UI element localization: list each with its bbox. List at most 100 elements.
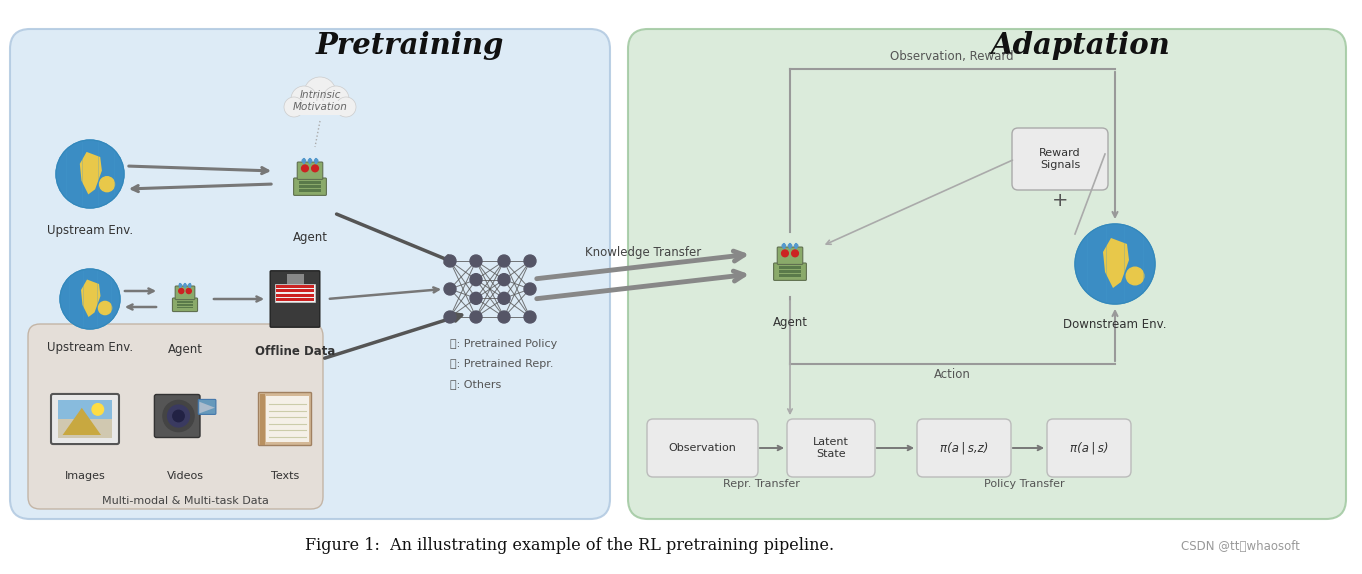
FancyBboxPatch shape <box>259 393 312 445</box>
FancyBboxPatch shape <box>173 298 197 312</box>
Text: Observation: Observation <box>669 443 737 453</box>
Circle shape <box>470 292 482 304</box>
Text: Knowledge Transfer: Knowledge Transfer <box>584 246 701 259</box>
Circle shape <box>794 244 798 247</box>
Text: Multi-modal & Multi-task Data: Multi-modal & Multi-task Data <box>102 496 268 506</box>
Circle shape <box>524 255 537 267</box>
Text: Texts: Texts <box>271 471 300 481</box>
Text: Upstream Env.: Upstream Env. <box>46 341 133 354</box>
FancyBboxPatch shape <box>774 263 806 281</box>
FancyBboxPatch shape <box>1047 419 1130 477</box>
Circle shape <box>184 284 187 286</box>
Bar <box>286 274 304 284</box>
Bar <box>779 266 801 269</box>
Polygon shape <box>1103 238 1129 288</box>
Text: Downstream Env.: Downstream Env. <box>1064 318 1167 331</box>
Circle shape <box>163 401 195 432</box>
Circle shape <box>470 274 482 286</box>
Bar <box>57 401 112 419</box>
Circle shape <box>315 159 317 162</box>
FancyBboxPatch shape <box>270 271 320 327</box>
Text: Ⓕ: Pretrained Repr.: Ⓕ: Pretrained Repr. <box>449 359 553 369</box>
Circle shape <box>173 410 184 422</box>
Circle shape <box>498 255 509 267</box>
Text: Agent: Agent <box>772 316 808 329</box>
Text: Images: Images <box>64 471 105 481</box>
FancyBboxPatch shape <box>29 324 323 509</box>
Circle shape <box>789 244 791 247</box>
Circle shape <box>304 77 336 109</box>
Polygon shape <box>80 152 102 195</box>
Bar <box>266 395 309 443</box>
FancyBboxPatch shape <box>176 286 195 300</box>
FancyBboxPatch shape <box>787 419 874 477</box>
Circle shape <box>312 165 319 172</box>
Text: +: + <box>1051 192 1068 211</box>
Text: Agent: Agent <box>293 231 327 244</box>
Circle shape <box>323 86 349 112</box>
Circle shape <box>498 292 509 304</box>
Bar <box>276 293 313 297</box>
Circle shape <box>180 284 181 286</box>
Bar <box>177 301 193 302</box>
Bar <box>300 185 320 188</box>
Text: Ⓐ: Others: Ⓐ: Others <box>449 379 501 389</box>
Circle shape <box>791 250 798 257</box>
FancyBboxPatch shape <box>1012 128 1109 190</box>
Circle shape <box>782 244 786 247</box>
Circle shape <box>187 289 191 293</box>
FancyBboxPatch shape <box>199 400 217 414</box>
Circle shape <box>524 283 537 295</box>
Circle shape <box>93 404 104 415</box>
Circle shape <box>308 159 312 162</box>
Bar <box>177 307 193 308</box>
Text: CSDN @tt姐whaosoft: CSDN @tt姐whaosoft <box>1181 540 1299 553</box>
Circle shape <box>470 311 482 323</box>
Polygon shape <box>80 280 101 317</box>
Circle shape <box>168 405 189 427</box>
FancyBboxPatch shape <box>628 29 1346 519</box>
Circle shape <box>1126 267 1144 285</box>
Text: π(a | s,z): π(a | s,z) <box>940 441 989 455</box>
FancyBboxPatch shape <box>917 419 1011 477</box>
Circle shape <box>1075 224 1155 304</box>
Text: Offline Data: Offline Data <box>255 345 335 358</box>
Bar <box>57 401 112 437</box>
Bar <box>177 304 193 305</box>
FancyBboxPatch shape <box>10 29 610 519</box>
FancyBboxPatch shape <box>154 394 200 437</box>
Text: Agent: Agent <box>168 343 203 356</box>
Text: Intrinsic
Motivation: Intrinsic Motivation <box>293 90 347 112</box>
Circle shape <box>498 274 509 286</box>
Circle shape <box>291 86 317 112</box>
Circle shape <box>444 255 456 267</box>
Circle shape <box>60 269 120 329</box>
Circle shape <box>301 165 308 172</box>
Bar <box>260 394 264 444</box>
Bar <box>300 181 320 184</box>
Circle shape <box>498 311 509 323</box>
Circle shape <box>302 159 305 162</box>
Text: Action: Action <box>933 368 971 381</box>
Circle shape <box>782 250 789 257</box>
Circle shape <box>470 255 482 267</box>
Circle shape <box>188 284 191 286</box>
Circle shape <box>56 140 124 208</box>
Text: Figure 1:  An illustrating example of the RL pretraining pipeline.: Figure 1: An illustrating example of the… <box>305 537 835 554</box>
FancyBboxPatch shape <box>647 419 759 477</box>
Bar <box>276 289 313 292</box>
Polygon shape <box>63 408 101 435</box>
Bar <box>276 298 313 301</box>
Bar <box>275 284 315 302</box>
Text: Upstream Env.: Upstream Env. <box>46 224 133 237</box>
Text: Videos: Videos <box>166 471 203 481</box>
Bar <box>779 274 801 277</box>
Text: Observation, Reward: Observation, Reward <box>891 50 1013 63</box>
Circle shape <box>285 97 304 117</box>
FancyBboxPatch shape <box>50 394 118 444</box>
Bar <box>293 101 347 115</box>
Circle shape <box>336 97 355 117</box>
Text: Ⓐ: Pretrained Policy: Ⓐ: Pretrained Policy <box>449 339 557 349</box>
Circle shape <box>98 301 112 315</box>
Circle shape <box>524 311 537 323</box>
